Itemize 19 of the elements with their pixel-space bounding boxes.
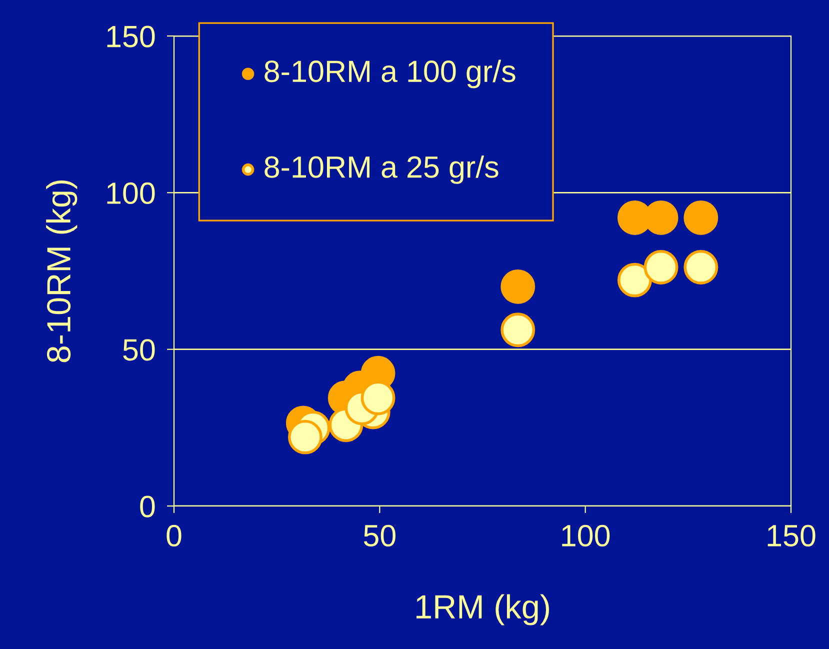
x-axis-title: 1RM (kg)	[416, 594, 549, 626]
x-tick-label: 50	[364, 524, 396, 546]
y-tick-label: 50	[123, 339, 155, 361]
point	[684, 250, 718, 284]
y-tick-label: 150	[107, 26, 155, 48]
point	[288, 420, 322, 454]
y-axis-title: 8-10RM (kg)	[46, 180, 78, 362]
x-tick-label: 0	[166, 524, 182, 546]
x-tick-label: 150	[768, 524, 816, 546]
point	[500, 269, 536, 304]
point	[684, 200, 718, 235]
y-tick-label: 100	[107, 182, 155, 204]
x-tick-label: 100	[562, 524, 610, 546]
point	[617, 262, 652, 298]
legend-label: 8-10RM a 100 gr/s	[264, 60, 516, 88]
legend-label: 8-10RM a 25 gr/s	[264, 155, 498, 184]
point	[644, 250, 678, 284]
y-tick-label: 0	[140, 496, 155, 518]
point	[500, 312, 536, 348]
